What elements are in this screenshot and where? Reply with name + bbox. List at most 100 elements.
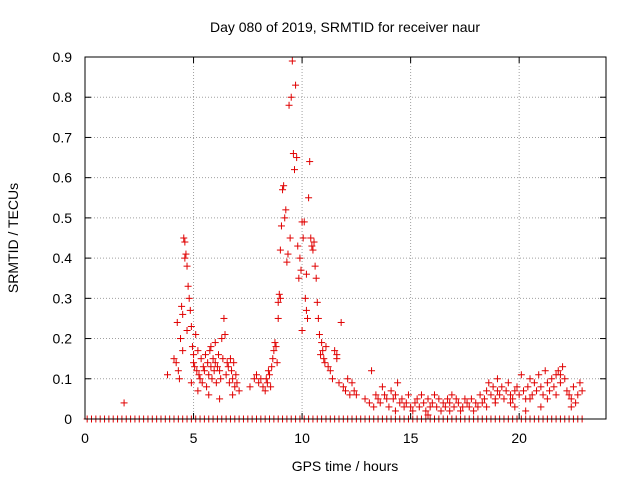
x-tick-label: 0 bbox=[81, 430, 89, 446]
data-point bbox=[120, 399, 128, 407]
data-point bbox=[550, 383, 558, 391]
data-point bbox=[264, 367, 272, 375]
y-tick-label: 0.6 bbox=[53, 170, 73, 186]
y-tick-label: 0 bbox=[64, 411, 72, 427]
data-point bbox=[480, 395, 488, 403]
x-axis-label: GPS time / hours bbox=[292, 458, 399, 474]
data-point bbox=[175, 375, 183, 383]
data-point bbox=[276, 294, 284, 302]
data-point bbox=[533, 387, 541, 395]
y-tick-label: 0.4 bbox=[53, 250, 73, 266]
data-point bbox=[500, 395, 508, 403]
data-point bbox=[218, 335, 226, 343]
data-point bbox=[365, 399, 373, 407]
data-point bbox=[213, 363, 221, 371]
data-point bbox=[280, 182, 288, 190]
data-point bbox=[331, 347, 339, 355]
data-point bbox=[314, 314, 322, 322]
data-point bbox=[450, 403, 458, 411]
x-tick-label: 10 bbox=[294, 430, 310, 446]
data-point bbox=[352, 391, 360, 399]
data-point bbox=[207, 363, 215, 371]
data-point bbox=[543, 395, 551, 403]
data-point bbox=[317, 351, 325, 359]
data-point bbox=[220, 314, 228, 322]
data-point bbox=[187, 379, 195, 387]
data-point bbox=[318, 339, 326, 347]
data-point bbox=[394, 379, 402, 387]
data-point bbox=[348, 379, 356, 387]
data-point bbox=[203, 383, 211, 391]
data-point bbox=[504, 379, 512, 387]
data-point bbox=[522, 407, 530, 415]
data-point bbox=[163, 371, 171, 379]
data-point bbox=[313, 298, 321, 306]
data-point bbox=[282, 206, 290, 214]
data-point bbox=[491, 399, 499, 407]
data-point bbox=[173, 318, 181, 326]
y-tick-label: 0.2 bbox=[53, 331, 73, 347]
data-point bbox=[554, 367, 562, 375]
data-point bbox=[179, 347, 187, 355]
data-point bbox=[487, 391, 495, 399]
data-point bbox=[307, 234, 315, 242]
data-point bbox=[302, 306, 310, 314]
data-point bbox=[178, 302, 186, 310]
data-point bbox=[326, 367, 334, 375]
data-point bbox=[337, 318, 345, 326]
data-point bbox=[224, 363, 232, 371]
data-point bbox=[263, 379, 271, 387]
data-point bbox=[417, 391, 425, 399]
data-point bbox=[185, 294, 193, 302]
data-point bbox=[493, 375, 501, 383]
data-point bbox=[569, 383, 577, 391]
data-point bbox=[320, 355, 328, 363]
data-point bbox=[286, 234, 294, 242]
data-point bbox=[333, 351, 341, 359]
data-point bbox=[391, 391, 399, 399]
data-point bbox=[279, 186, 287, 194]
data-point bbox=[565, 391, 573, 399]
data-point bbox=[191, 363, 199, 371]
data-point bbox=[370, 403, 378, 411]
data-point bbox=[465, 403, 473, 411]
data-point bbox=[301, 294, 309, 302]
data-point bbox=[454, 399, 462, 407]
data-point bbox=[498, 383, 506, 391]
data-point bbox=[517, 371, 525, 379]
data-point bbox=[269, 355, 277, 363]
data-point bbox=[267, 383, 275, 391]
data-point bbox=[342, 387, 349, 395]
data-point bbox=[232, 371, 240, 379]
data-point bbox=[299, 234, 307, 242]
y-tick-label: 0.8 bbox=[53, 89, 73, 105]
data-point bbox=[574, 391, 582, 399]
data-point bbox=[259, 383, 267, 391]
data-point bbox=[223, 359, 231, 367]
data-point bbox=[229, 375, 237, 383]
data-point bbox=[281, 214, 289, 222]
data-point bbox=[170, 355, 178, 363]
grid-lines bbox=[85, 57, 606, 419]
data-point bbox=[198, 379, 206, 387]
data-point bbox=[548, 375, 556, 383]
data-point bbox=[233, 379, 241, 387]
data-point bbox=[216, 395, 224, 403]
data-point bbox=[411, 399, 419, 407]
data-point bbox=[474, 403, 482, 411]
data-point bbox=[515, 391, 523, 399]
data-point bbox=[346, 391, 354, 399]
data-point bbox=[463, 399, 471, 407]
data-point bbox=[183, 327, 191, 335]
data-point bbox=[302, 270, 310, 278]
data-point bbox=[506, 399, 514, 407]
data-point bbox=[181, 238, 189, 246]
data-point bbox=[229, 391, 237, 399]
data-point bbox=[196, 375, 204, 383]
data-point bbox=[211, 359, 219, 367]
data-point bbox=[391, 407, 399, 415]
data-point bbox=[219, 355, 227, 363]
x-tick-label: 20 bbox=[511, 430, 527, 446]
data-point bbox=[526, 395, 534, 403]
data-point bbox=[546, 387, 554, 395]
